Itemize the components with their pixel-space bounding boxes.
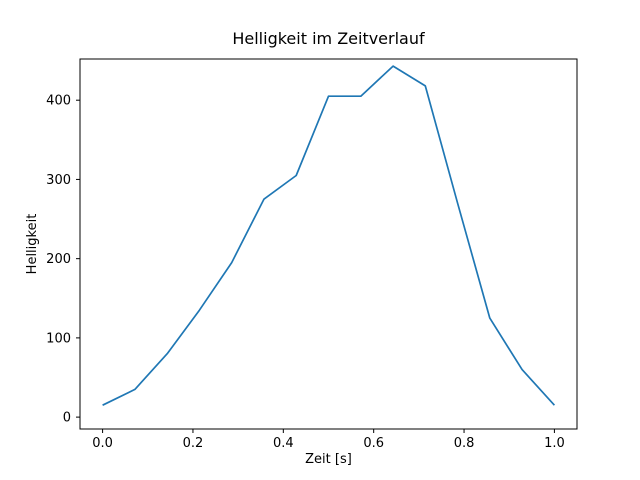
x-tick-label: 0.8 <box>454 436 475 451</box>
chart-title: Helligkeit im Zeitverlauf <box>232 29 425 48</box>
x-axis-label: Zeit [s] <box>305 452 352 467</box>
y-tick-label: 400 <box>46 94 71 109</box>
y-tick-label: 0 <box>63 411 71 426</box>
x-tick-label: 0.2 <box>183 436 204 451</box>
x-tick-label: 0.0 <box>92 436 113 451</box>
y-tick-label: 200 <box>46 252 71 267</box>
x-tick-label: 0.6 <box>363 436 384 451</box>
brightness-series-line <box>102 65 556 406</box>
y-axis-ticks: 0 100 200 300 400 <box>46 94 80 426</box>
x-tick-label: 0.4 <box>273 436 294 451</box>
y-tick-label: 300 <box>46 173 71 188</box>
x-axis-ticks: 0.0 0.2 0.4 0.6 0.8 1.0 <box>92 429 565 451</box>
x-tick-label: 1.0 <box>544 436 565 451</box>
y-tick-label: 100 <box>46 331 71 346</box>
y-axis-label: Helligkeit <box>25 214 40 275</box>
axes-frame <box>79 58 578 430</box>
